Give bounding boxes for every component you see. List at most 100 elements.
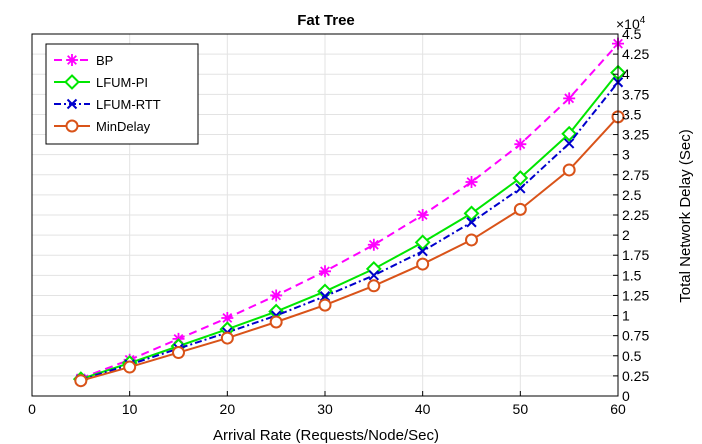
data-point-lfum-pi-9 bbox=[512, 170, 529, 186]
axis-ticks: 0 10 20 30 40 50 6000.250.50.7511.251.51.7522.… bbox=[28, 26, 649, 417]
data-point-lfum-pi-7-shape bbox=[414, 234, 431, 251]
data-point-lfum-rtt-10 bbox=[563, 138, 575, 149]
legend-entry-mindelay: MinDelay bbox=[54, 119, 151, 134]
x-axis-label: Arrival Rate (Requests/Node/Sec) bbox=[213, 427, 439, 444]
y-tick-label-2: 0.5 bbox=[622, 348, 642, 364]
y-tick-label-12: 3 bbox=[622, 147, 630, 163]
data-point-bp-5 bbox=[319, 265, 331, 278]
data-point-mindelay-5-shape bbox=[318, 298, 332, 312]
data-point-mindelay-6 bbox=[367, 279, 381, 293]
legend-marker-lfum-pi bbox=[64, 74, 80, 90]
data-point-mindelay-9 bbox=[513, 202, 527, 216]
data-point-mindelay-10-shape bbox=[562, 163, 576, 177]
data-point-lfum-rtt-6 bbox=[368, 270, 380, 281]
data-point-mindelay-10 bbox=[562, 163, 576, 177]
y-tick-label-6: 1.5 bbox=[622, 267, 642, 283]
data-point-bp-4-shape bbox=[270, 289, 283, 302]
data-point-bp-8 bbox=[465, 176, 478, 189]
data-point-bp-4 bbox=[270, 289, 283, 302]
legend-entry-bp: BP bbox=[54, 53, 113, 68]
chart-title: Fat Tree bbox=[297, 12, 355, 29]
data-point-bp-3-shape bbox=[221, 311, 234, 324]
legend-marker-lfum-pi-shape bbox=[64, 74, 80, 90]
y-tick-label-16: 4 bbox=[622, 66, 630, 82]
x-tick-label-3: 30 bbox=[317, 401, 333, 417]
data-point-mindelay-3 bbox=[220, 331, 234, 345]
legend-marker-bp bbox=[66, 54, 78, 66]
x-tick-label-4: 40 bbox=[415, 401, 431, 417]
legend-marker-lfum-rtt bbox=[66, 98, 78, 110]
data-point-mindelay-3-shape bbox=[220, 331, 234, 345]
y-tick-label-7: 1.75 bbox=[622, 247, 649, 263]
legend: BP LFUM-PI LFUM-RTT MinDelay bbox=[45, 43, 199, 145]
y-multiplier-label: ×104 bbox=[616, 15, 646, 32]
y-multiplier-exponent: 4 bbox=[640, 15, 646, 26]
y-tick-label-8: 2 bbox=[622, 227, 630, 243]
legend-marker-bp-shape bbox=[66, 54, 78, 66]
data-point-lfum-rtt-5 bbox=[319, 291, 331, 302]
y-tick-label-1: 0.25 bbox=[622, 368, 649, 384]
legend-entry-lfum-rtt: LFUM-RTT bbox=[54, 97, 161, 112]
legend-marker-lfum-rtt-shape bbox=[66, 98, 78, 110]
data-point-lfum-rtt-7-shape bbox=[417, 245, 428, 257]
legend-label-lfum-pi: LFUM-PI bbox=[96, 75, 148, 90]
data-point-mindelay-9-shape bbox=[513, 202, 527, 216]
data-point-lfum-rtt-8 bbox=[466, 217, 477, 228]
data-point-lfum-rtt-7 bbox=[417, 245, 428, 257]
data-point-lfum-rtt-9 bbox=[515, 183, 526, 194]
legend-label-mindelay: MinDelay bbox=[96, 119, 151, 134]
data-point-lfum-rtt-5-shape bbox=[319, 291, 331, 302]
data-point-bp-9-shape bbox=[514, 138, 527, 151]
data-point-bp-10 bbox=[563, 92, 576, 105]
series-line-lfum-rtt bbox=[80, 81, 619, 381]
data-point-lfum-pi-7 bbox=[414, 234, 431, 251]
legend-entry-lfum-pi: LFUM-PI bbox=[54, 74, 148, 90]
data-point-mindelay-0 bbox=[74, 374, 88, 388]
data-point-lfum-pi-9-shape bbox=[512, 170, 529, 186]
data-point-lfum-pi-10 bbox=[561, 125, 578, 142]
data-point-mindelay-6-shape bbox=[367, 279, 381, 293]
data-point-mindelay-0-shape bbox=[74, 374, 88, 388]
series-line-bp bbox=[80, 42, 619, 380]
data-point-bp-3 bbox=[221, 311, 234, 324]
data-point-bp-6 bbox=[367, 238, 380, 251]
legend-label-lfum-rtt: LFUM-RTT bbox=[96, 97, 161, 112]
data-point-mindelay-1-shape bbox=[123, 360, 137, 374]
data-point-bp-7 bbox=[416, 209, 429, 221]
data-point-mindelay-8 bbox=[465, 233, 478, 247]
y-tick-label-17: 4.25 bbox=[622, 46, 649, 62]
data-point-mindelay-4 bbox=[269, 315, 283, 329]
y-tick-label-5: 1.25 bbox=[622, 287, 649, 303]
x-tick-label-1: 10 bbox=[122, 401, 138, 417]
data-point-mindelay-5 bbox=[318, 298, 332, 312]
data-point-mindelay-7 bbox=[416, 257, 430, 271]
data-point-lfum-rtt-6-shape bbox=[368, 270, 380, 281]
series-mindelay bbox=[74, 110, 625, 388]
y-tick-label-10: 2.5 bbox=[622, 187, 642, 203]
data-point-mindelay-1 bbox=[123, 360, 137, 374]
legend-marker-mindelay bbox=[65, 119, 79, 133]
y-tick-label-3: 0.75 bbox=[622, 328, 649, 344]
y-multiplier-base: ×10 bbox=[616, 16, 640, 32]
y-tick-label-11: 2.75 bbox=[622, 167, 649, 183]
x-tick-label-0: 0 bbox=[28, 401, 36, 417]
data-point-lfum-rtt-9-shape bbox=[515, 183, 526, 194]
y-tick-label-9: 2.25 bbox=[622, 207, 649, 223]
data-point-lfum-pi-8 bbox=[463, 205, 480, 222]
data-point-lfum-pi-8-shape bbox=[463, 205, 480, 222]
y-tick-label-15: 3.75 bbox=[622, 86, 649, 102]
data-point-lfum-rtt-10-shape bbox=[563, 138, 575, 149]
x-tick-label-5: 50 bbox=[513, 401, 529, 417]
legend-label-bp: BP bbox=[96, 53, 113, 68]
data-point-mindelay-2 bbox=[172, 346, 185, 360]
x-tick-label-2: 20 bbox=[220, 401, 236, 417]
y-tick-label-18: 4.5 bbox=[622, 26, 642, 42]
data-point-lfum-pi-10-shape bbox=[561, 125, 578, 142]
legend-marker-mindelay-shape bbox=[65, 119, 79, 133]
data-point-bp-5-shape bbox=[319, 265, 331, 278]
data-point-bp-8-shape bbox=[465, 176, 478, 189]
data-point-mindelay-8-shape bbox=[465, 233, 478, 247]
series-line-mindelay bbox=[80, 116, 619, 382]
data-point-mindelay-7-shape bbox=[416, 257, 430, 271]
